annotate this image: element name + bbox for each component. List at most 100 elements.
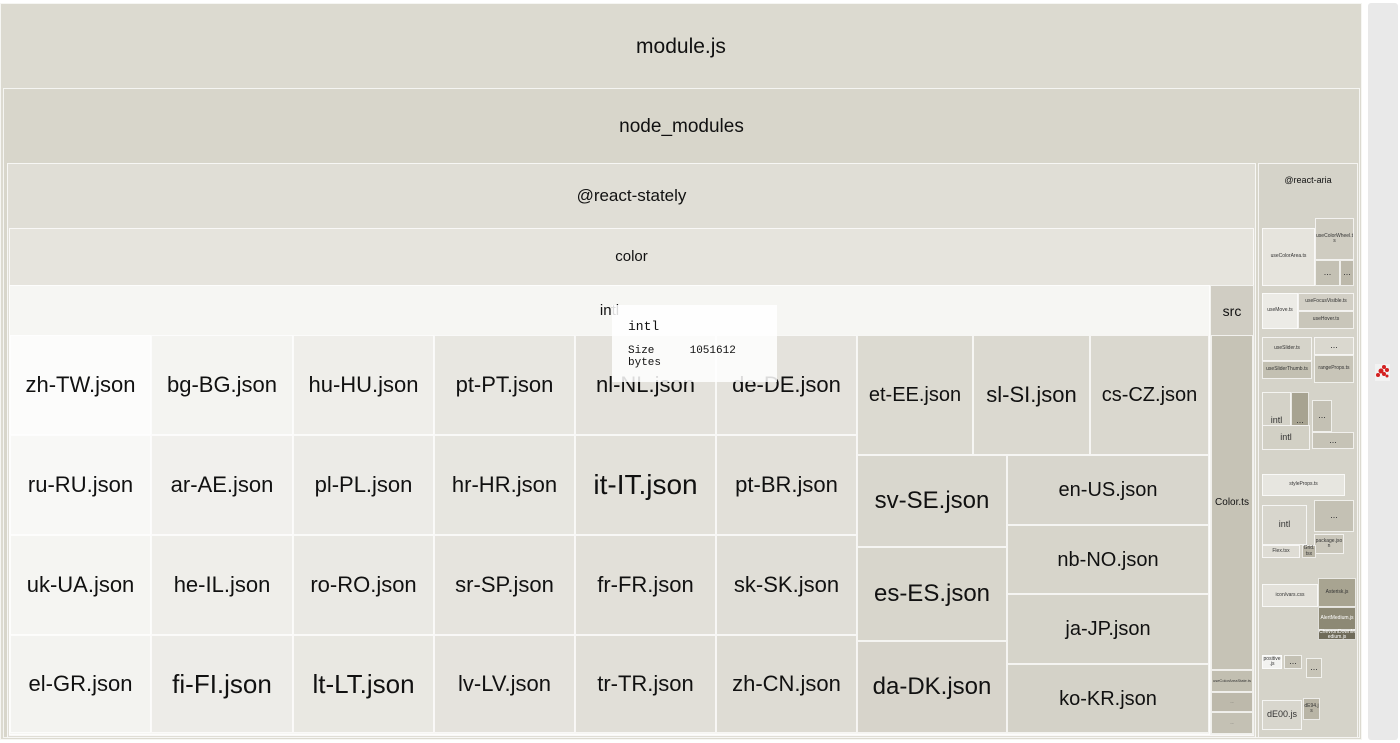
file-sl-SI[interactable]: sl-SI.json (973, 335, 1090, 455)
react-aria-item[interactable]: ... (1315, 260, 1340, 286)
react-aria-item-label: useMove.ts (1267, 307, 1293, 314)
tooltip: intl Size 1051612 bytes (612, 305, 777, 382)
file-sr-SP[interactable]: sr-SP.json (434, 535, 575, 635)
react-aria-item[interactable]: ... (1284, 655, 1302, 669)
tooltip-size-row: Size 1051612 bytes (628, 345, 761, 369)
react-aria-item[interactable]: dE00.js (1262, 700, 1302, 730)
file-fi-FI[interactable]: fi-FI.json (151, 635, 293, 733)
file-more[interactable]: ... (1211, 712, 1253, 734)
react-aria-item-label: positive.js (1263, 655, 1281, 667)
react-aria-item[interactable]: positive.js (1262, 655, 1282, 669)
react-aria-item[interactable]: icon/vars.css (1262, 584, 1318, 607)
react-aria-item[interactable]: useFocusVisible.ts (1298, 293, 1354, 311)
file-use-color-area-state-label: useColorAreaState.ts (1212, 677, 1252, 683)
react-aria-item-label: ... (1330, 340, 1338, 351)
react-aria-item[interactable]: useSlider.ts (1262, 337, 1312, 361)
react-aria-item[interactable]: dE94.js (1303, 698, 1320, 720)
react-aria-item-label: ... (1323, 267, 1332, 278)
file-ko-KR[interactable]: ko-KR.json (1007, 664, 1209, 733)
file-lv-LV[interactable]: lv-LV.json (434, 635, 575, 733)
file-bg-BG-label: bg-BG.json (166, 371, 278, 397)
file-more[interactable]: ... (1211, 692, 1253, 712)
file-zh-CN[interactable]: zh-CN.json (716, 635, 857, 733)
file-he-IL-label: he-IL.json (173, 571, 271, 597)
file-el-GR[interactable]: el-GR.json (10, 635, 151, 733)
file-bg-BG[interactable]: bg-BG.json (151, 335, 293, 435)
react-aria-item-label: useColorWheel.ts (1316, 232, 1353, 244)
react-aria-item[interactable]: ... (1312, 432, 1354, 449)
file-es-ES[interactable]: es-ES.json (857, 547, 1007, 641)
file-ru-RU[interactable]: ru-RU.json (10, 435, 151, 535)
tooltip-size-label: Size (628, 345, 655, 357)
file-color-ts-label: Color.ts (1215, 497, 1249, 508)
folder-node-modules-label: node_modules (619, 116, 744, 137)
file-he-IL[interactable]: he-IL.json (151, 535, 293, 635)
react-aria-item[interactable]: package.json (1314, 534, 1344, 554)
file-fr-FR-label: fr-FR.json (597, 571, 694, 597)
file-ja-JP[interactable]: ja-JP.json (1007, 594, 1209, 664)
file-ar-AE[interactable]: ar-AE.json (151, 435, 293, 535)
react-aria-item-label: styleProps.ts (1289, 481, 1318, 488)
file-en-US[interactable]: en-US.json (1007, 455, 1209, 525)
folder-module-js-label: module.js (636, 35, 726, 58)
sidebar-panel[interactable] (1368, 3, 1398, 740)
react-aria-item[interactable]: useColorArea.ts (1262, 228, 1315, 286)
file-ja-JP-label: ja-JP.json (1065, 618, 1151, 640)
react-aria-item-label: dE94.js (1304, 702, 1319, 714)
react-aria-item[interactable]: ChevronDownMedium.js (1318, 629, 1356, 640)
react-aria-item[interactable]: Asterisk.js (1318, 578, 1356, 607)
file-it-IT[interactable]: it-IT.json (575, 435, 716, 535)
file-zh-TW[interactable]: zh-TW.json (10, 335, 151, 435)
file-sk-SK-label: sk-SK.json (733, 571, 840, 597)
file-tr-TR[interactable]: tr-TR.json (575, 635, 716, 733)
react-aria-item-label: intl (1270, 414, 1283, 425)
react-aria-item[interactable]: ... (1314, 337, 1354, 355)
logo-icon (1375, 364, 1390, 381)
react-aria-item[interactable]: ... (1340, 260, 1354, 286)
react-aria-item-label: Grid.tsx (1303, 545, 1315, 557)
react-aria-item-label: useSlider.ts (1274, 345, 1300, 352)
react-aria-item[interactable]: styleProps.ts (1262, 474, 1345, 496)
react-aria-item[interactable]: AlertMedium.js (1318, 607, 1356, 630)
react-aria-item[interactable]: useColorWheel.ts (1315, 218, 1354, 260)
tooltip-title: intl (628, 319, 660, 334)
file-et-EE[interactable]: et-EE.json (857, 335, 973, 455)
react-aria-item[interactable]: useSliderThumb.ts (1262, 361, 1312, 379)
file-es-ES-label: es-ES.json (873, 579, 991, 607)
file-hu-HU[interactable]: hu-HU.json (293, 335, 434, 435)
react-aria-item[interactable]: Flex.tsx (1262, 545, 1300, 558)
react-aria-item[interactable]: Grid.tsx (1302, 545, 1316, 558)
file-pt-BR-label: pt-BR.json (735, 471, 838, 497)
react-aria-item[interactable]: useHover.ts (1298, 311, 1354, 329)
react-aria-item[interactable]: intl (1262, 505, 1307, 545)
react-aria-item-label: ... (1329, 434, 1337, 445)
file-cs-CZ[interactable]: cs-CZ.json (1090, 335, 1209, 455)
file-uk-UA-label: uk-UA.json (26, 571, 135, 597)
file-sv-SE[interactable]: sv-SE.json (857, 455, 1007, 547)
file-hr-HR[interactable]: hr-HR.json (434, 435, 575, 535)
file-color-ts[interactable]: Color.ts (1211, 335, 1253, 670)
file-use-color-area-state[interactable]: useColorAreaState.ts (1211, 670, 1253, 692)
react-aria-item-label: ... (1296, 414, 1304, 425)
react-aria-item[interactable]: intl (1262, 425, 1310, 450)
file-hu-HU-label: hu-HU.json (308, 371, 419, 397)
file-pt-BR[interactable]: pt-BR.json (716, 435, 857, 535)
file-uk-UA[interactable]: uk-UA.json (10, 535, 151, 635)
file-pt-PT[interactable]: pt-PT.json (434, 335, 575, 435)
file-lt-LT[interactable]: lt-LT.json (293, 635, 434, 733)
react-aria-item[interactable]: ... (1314, 500, 1354, 532)
react-aria-item[interactable]: ... (1306, 658, 1322, 678)
file-el-GR-label: el-GR.json (28, 670, 133, 696)
react-aria-item[interactable]: rangeProps.ts (1314, 355, 1354, 383)
file-da-DK[interactable]: da-DK.json (857, 641, 1007, 733)
react-aria-item[interactable]: useMove.ts (1262, 293, 1298, 329)
react-aria-item[interactable]: ... (1312, 400, 1332, 432)
file-nb-NO[interactable]: nb-NO.json (1007, 525, 1209, 594)
file-sk-SK[interactable]: sk-SK.json (716, 535, 857, 635)
file-ro-RO[interactable]: ro-RO.json (293, 535, 434, 635)
file-fr-FR[interactable]: fr-FR.json (575, 535, 716, 635)
file-cs-CZ-label: cs-CZ.json (1101, 384, 1198, 406)
file-pl-PL[interactable]: pl-PL.json (293, 435, 434, 535)
file-nb-NO-label: nb-NO.json (1057, 548, 1159, 571)
file-hr-HR-label: hr-HR.json (451, 471, 558, 497)
